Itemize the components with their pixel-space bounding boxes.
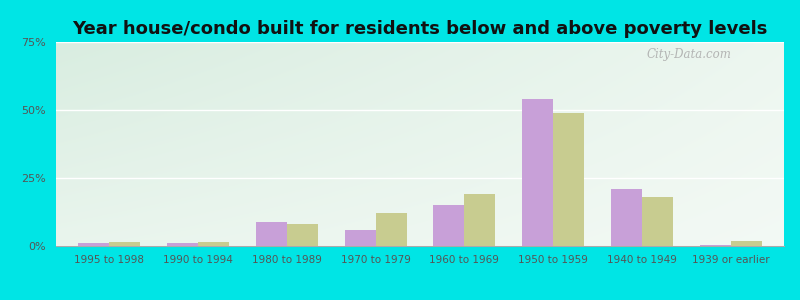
- Bar: [78, 243, 110, 246]
- Bar: [611, 189, 642, 246]
- Bar: [642, 197, 673, 246]
- Bar: [198, 242, 229, 246]
- Bar: [167, 243, 198, 246]
- Bar: [345, 230, 376, 246]
- Bar: [110, 242, 140, 246]
- Bar: [730, 241, 762, 246]
- Bar: [434, 205, 464, 246]
- Bar: [376, 213, 406, 246]
- Bar: [553, 113, 584, 246]
- Bar: [700, 244, 730, 246]
- Bar: [256, 221, 287, 246]
- Title: Year house/condo built for residents below and above poverty levels: Year house/condo built for residents bel…: [72, 20, 768, 38]
- Bar: [287, 224, 318, 246]
- Text: City-Data.com: City-Data.com: [647, 48, 732, 61]
- Bar: [464, 194, 495, 246]
- Bar: [522, 99, 553, 246]
